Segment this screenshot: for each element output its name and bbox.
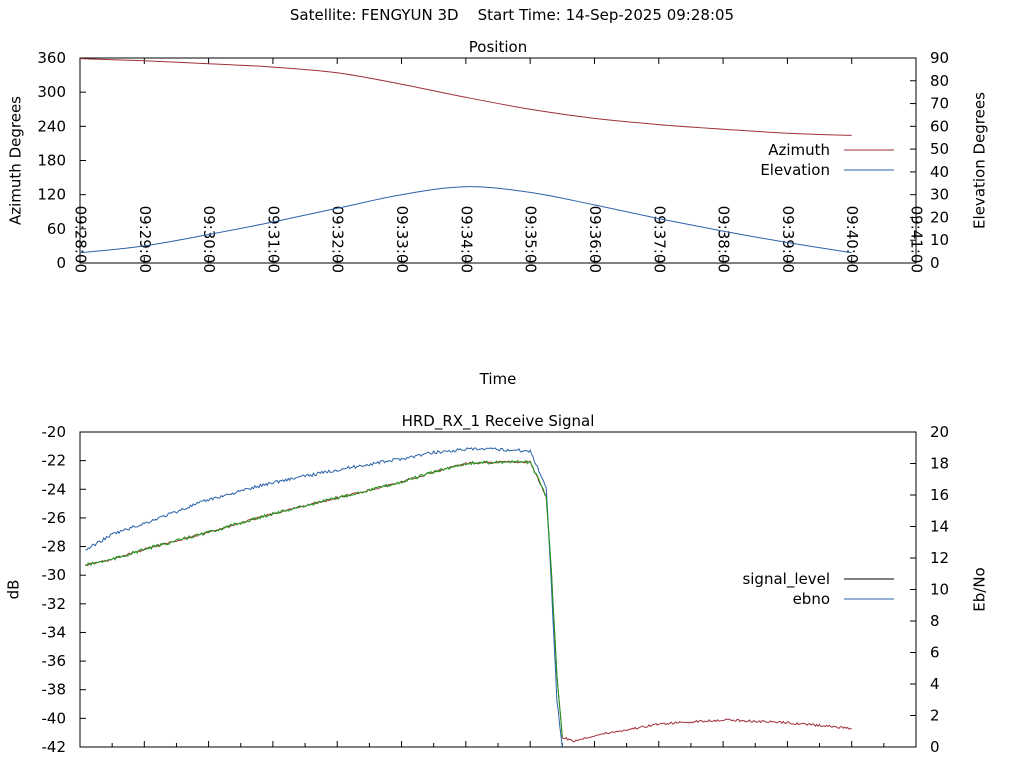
elevation-tick-label: 10 [930,231,949,249]
azimuth-axis-label: Azimuth Degrees [7,96,25,225]
signal-level-trace-color-trace [85,459,563,738]
time-tick-label: 09:41:00 [908,206,926,273]
elevation-tick-label: 50 [930,140,949,158]
elevation-tick-label: 80 [930,72,949,90]
elevation-tick-label: 30 [930,186,949,204]
azimuth-tick-label: 360 [37,49,66,67]
signal-level-legend-label: signal_level [742,570,830,589]
ebno-axis-label: Eb/No [971,567,989,611]
ebno-tick-label: 0 [930,738,940,756]
azimuth-tick-label: 240 [37,117,66,135]
elevation-legend-label: Elevation [760,161,830,179]
time-tick-label: 09:29:00 [136,206,154,273]
time-tick-label: 09:36:00 [586,206,604,273]
position-chart-title: Position [469,38,527,56]
ebno-legend-label: ebno [793,590,830,608]
db-tick-label: -24 [42,480,67,498]
time-tick-label: 09:39:00 [779,206,797,273]
time-tick-label: 09:34:00 [457,206,475,273]
db-tick-label: -26 [42,509,67,527]
elevation-line [79,186,852,254]
time-tick-label: 09:30:00 [200,206,218,273]
satellite-label: Satellite: FENGYUN 3D [289,6,459,24]
signal-chart-title: HRD_RX_1 Receive Signal [402,412,595,431]
azimuth-tick-label: 180 [37,152,66,170]
azimuth-tick-label: 60 [47,220,66,238]
ebno-tick-label: 18 [930,455,949,473]
ebno-trace [85,447,563,748]
db-tick-label: -22 [42,452,67,470]
azimuth-tick-label: 300 [37,83,66,101]
db-tick-label: -28 [42,538,67,556]
page-title: Satellite: FENGYUN 3D Start Time: 14-Sep… [0,6,1024,24]
azimuth-tick-label: 120 [37,186,66,204]
db-axis-label: dB [5,580,23,600]
db-tick-label: -32 [42,595,67,613]
elevation-tick-label: 20 [930,208,949,226]
elevation-tick-label: 0 [930,254,940,272]
ebno-tick-label: 14 [930,518,949,536]
ebno-tick-label: 2 [930,707,940,725]
db-tick-label: -30 [42,566,67,584]
elevation-tick-label: 70 [930,95,949,113]
time-tick-label: 09:33:00 [393,206,411,273]
ebno-tick-label: 10 [930,581,949,599]
db-tick-label: -20 [42,423,67,441]
ebno-tick-label: 6 [930,644,940,662]
time-tick-label: 09:35:00 [522,206,540,273]
elevation-axis-label: Elevation Degrees [971,92,989,229]
signal-level-trace [85,460,852,743]
elevation-tick-label: 40 [930,163,949,181]
ebno-tick-label: 12 [930,549,949,567]
time-tick-label: 09:38:00 [715,206,733,273]
db-tick-label: -42 [42,738,67,756]
db-tick-label: -34 [42,623,67,641]
db-tick-label: -40 [42,709,67,727]
azimuth-line [79,58,852,136]
signal-plot-frame [79,431,917,748]
azimuth-legend-label: Azimuth [768,141,830,159]
elevation-tick-label: 90 [930,49,949,67]
ebno-tick-label: 4 [930,675,940,693]
time-tick-label: 09:40:00 [843,206,861,273]
start-time-label: Start Time: 14-Sep-2025 09:28:05 [477,6,735,24]
ebno-tick-label: 20 [930,423,949,441]
db-tick-label: -36 [42,652,67,670]
time-tick-label: 09:37:00 [650,206,668,273]
azimuth-tick-label: 0 [56,254,66,272]
db-tick-label: -38 [42,681,67,699]
time-tick-label: 09:32:00 [329,206,347,273]
ebno-tick-label: 8 [930,612,940,630]
time-tick-label: 09:28:00 [72,206,90,273]
elevation-tick-label: 60 [930,117,949,135]
ebno-tick-label: 16 [930,486,949,504]
time-tick-label: 09:31:00 [264,206,282,273]
time-axis-label: Time [479,370,517,388]
